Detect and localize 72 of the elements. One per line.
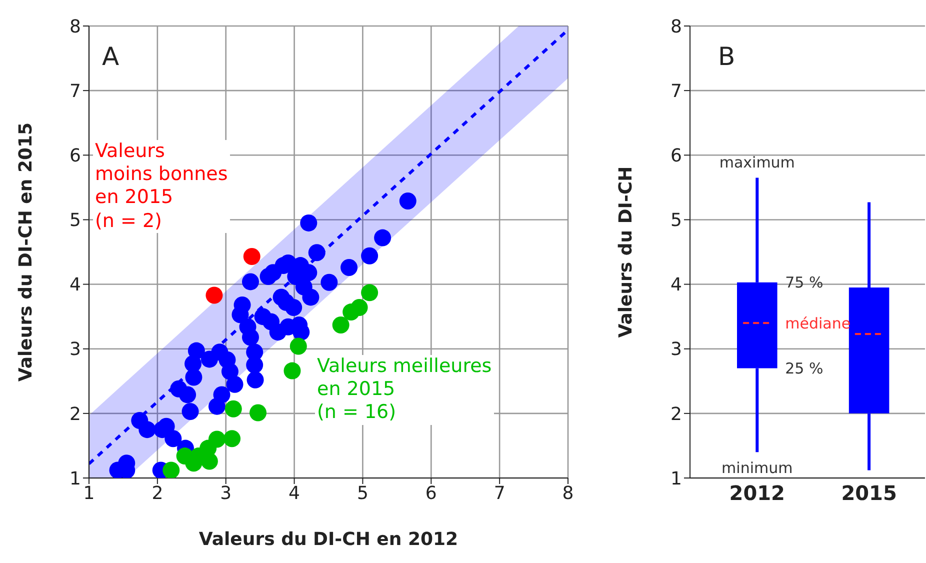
point (234, 296, 251, 314)
x-tick-label: 3 (220, 482, 232, 504)
point (138, 421, 156, 438)
point (243, 248, 260, 266)
y-tick-label: 6 (670, 146, 682, 167)
y-tick-label: 8 (670, 16, 682, 38)
point (164, 430, 182, 448)
y-tick-label: 1 (670, 468, 682, 490)
point (284, 362, 301, 380)
y-tick-label: 4 (670, 274, 682, 296)
point (361, 284, 378, 302)
point (308, 244, 326, 262)
point (246, 356, 264, 374)
point (242, 328, 259, 346)
annotation: 75 % (785, 274, 824, 292)
point (224, 400, 242, 418)
point (350, 299, 368, 316)
point (162, 462, 180, 478)
series-label: Valeurs meilleures en 2015 (n = 16) (317, 355, 492, 425)
y-tick-label: 7 (70, 80, 81, 102)
x-tick-label: 1 (83, 482, 95, 504)
text: B (718, 42, 736, 71)
point (206, 286, 223, 304)
point (221, 362, 238, 380)
x-tick-label: 8 (562, 482, 574, 504)
x-tick-label: 4 (288, 482, 300, 504)
point (182, 402, 199, 420)
point (226, 376, 244, 393)
y-tick-label: 6 (70, 146, 81, 167)
y-tick-label: 7 (670, 80, 682, 102)
y-axis-title: Valeurs du DI-CH (615, 166, 636, 338)
x-axis-title: Valeurs du DI-CH en 2012 (198, 529, 458, 550)
point (246, 371, 264, 388)
annotation: maximum (719, 154, 795, 172)
point (250, 404, 267, 422)
y-tick-label: 2 (670, 404, 682, 425)
point (179, 386, 196, 404)
point (300, 214, 318, 232)
x-tick-label: 2015 (841, 481, 897, 506)
x-tick-label: 6 (425, 482, 437, 504)
point (224, 430, 241, 448)
x-tick-label: 2 (152, 482, 164, 504)
text: A (102, 42, 120, 71)
y-tick-label: 8 (70, 16, 81, 38)
point (208, 430, 226, 448)
y-tick-label: 2 (70, 404, 81, 425)
y-tick-label: 3 (70, 339, 81, 360)
y-tick-label: 4 (70, 274, 81, 296)
point (285, 299, 302, 316)
point (320, 274, 338, 291)
point (213, 386, 230, 404)
y-axis-title: Valeurs du DI-CH en 2015 (15, 122, 36, 382)
x-tick-label: 2012 (729, 481, 785, 506)
annotation: minimum (722, 458, 793, 477)
point (332, 316, 350, 334)
annotation: 25 % (785, 360, 824, 378)
y-tick-label: 1 (70, 468, 81, 490)
y-tick-label: 5 (70, 210, 81, 232)
y-tick-label: 3 (670, 339, 682, 360)
y-tick-label: 5 (670, 210, 682, 232)
point (340, 258, 358, 276)
series-label: Valeurs moins bonnes en 2015 (n = 2) (95, 140, 228, 233)
point (242, 273, 259, 290)
point (184, 355, 202, 372)
point (399, 192, 416, 210)
point (361, 247, 378, 264)
point (290, 338, 307, 355)
point (302, 288, 320, 306)
x-tick-label: 7 (494, 482, 506, 504)
point (374, 229, 392, 246)
x-tick-label: 5 (356, 482, 368, 504)
point (269, 324, 286, 341)
